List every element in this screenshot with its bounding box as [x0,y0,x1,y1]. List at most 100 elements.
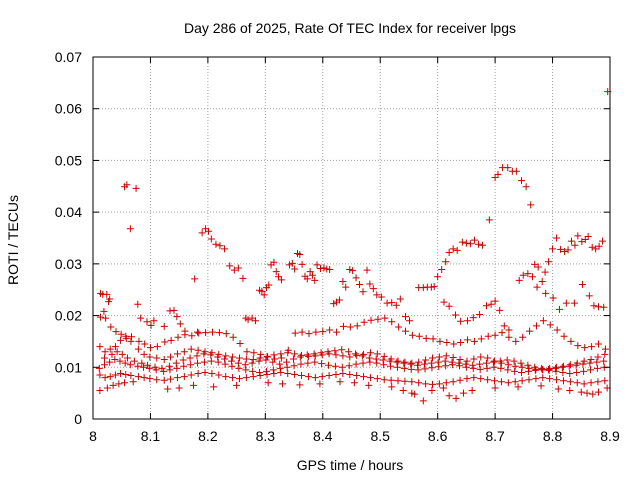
data-point [346,371,354,379]
y-tick-label: 0.06 [55,101,82,117]
data-point [101,348,109,356]
data-point [581,236,589,244]
data-point [565,362,573,370]
data-point [512,167,520,175]
data-point [442,379,450,387]
data-point [204,227,212,235]
data-point [541,268,549,276]
data-point [188,332,196,340]
data-point [539,317,547,325]
data-point [100,354,108,362]
data-point [366,349,374,357]
data-point [585,292,593,300]
data-point [146,344,154,352]
data-point [496,306,504,314]
data-point [457,317,465,325]
data-point [324,348,332,356]
data-point [439,384,447,392]
data-point [106,373,114,381]
data-point [578,281,586,289]
data-point [106,358,114,366]
data-point [504,164,512,172]
data-point [394,377,402,385]
data-point [353,322,361,330]
data-point [387,376,395,384]
data-point [165,362,173,370]
data-point [130,357,138,365]
data-point [422,356,430,364]
data-point [101,374,109,382]
data-point [318,360,326,368]
data-point [319,328,327,336]
data-point [386,357,394,365]
data-point [512,337,520,345]
plot-frame [92,56,611,420]
data-point [470,337,478,345]
data-point [339,322,347,330]
data-point [564,246,572,254]
data-point [250,349,258,357]
data-point [482,302,490,310]
data-point [107,323,115,331]
data-point [463,357,471,365]
data-point [153,376,161,384]
data-point [207,357,215,365]
data-point [352,274,360,282]
data-point [579,360,587,368]
data-point [537,382,545,390]
data-point [594,353,602,361]
data-point [373,359,381,367]
data-point [143,318,151,326]
data-point [283,363,291,371]
data-point [449,245,457,253]
data-point [600,357,608,365]
data-point [393,358,401,366]
y-tick-label: 0.05 [55,152,82,168]
data-point [463,375,471,383]
data-point [522,183,530,191]
data-point [180,348,188,356]
data-point [173,374,181,382]
data-point [365,354,373,362]
data-point [518,363,526,371]
data-point [129,378,137,386]
data-point [373,350,381,358]
data-point [304,359,312,367]
data-point [190,381,198,389]
data-point [497,364,505,372]
data-point [567,337,575,345]
data-point [428,354,436,362]
data-point [388,383,396,391]
data-point [207,351,215,359]
data-point [515,276,523,284]
data-point [158,364,166,372]
data-point [151,363,159,371]
data-point [549,245,557,253]
data-point [180,373,188,381]
data-point [349,267,357,275]
data-point [428,387,436,395]
data-point [561,247,569,255]
data-point [346,353,354,361]
data-point [249,373,257,381]
data-point [442,362,450,370]
data-point [489,358,497,366]
data-point [304,352,312,360]
data-point [316,265,324,273]
data-point [415,379,423,387]
data-point [239,274,247,282]
data-point [408,331,416,339]
data-point [519,333,527,341]
data-point [134,362,142,370]
data-point [353,372,361,380]
data-point [408,378,416,386]
data-point [401,358,409,366]
data-point [601,345,609,353]
data-point [388,318,396,326]
data-point [589,390,597,398]
data-point [401,313,409,321]
data-point [103,384,111,392]
data-point [345,348,353,356]
data-point [408,359,416,367]
data-point [262,367,270,375]
